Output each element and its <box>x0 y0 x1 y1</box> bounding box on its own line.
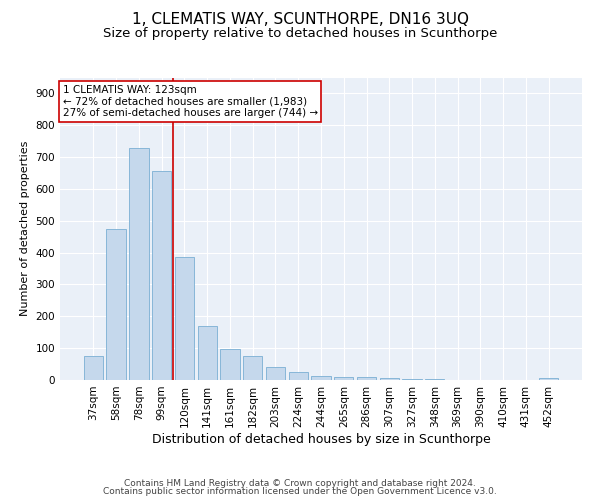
Bar <box>539 378 558 380</box>
Bar <box>243 356 262 380</box>
Bar <box>357 378 376 380</box>
Bar <box>152 172 172 380</box>
Bar <box>266 366 285 380</box>
Bar <box>84 356 103 380</box>
Bar <box>129 148 149 380</box>
Bar <box>403 378 422 380</box>
Text: Size of property relative to detached houses in Scunthorpe: Size of property relative to detached ho… <box>103 28 497 40</box>
Bar <box>289 372 308 380</box>
Text: 1 CLEMATIS WAY: 123sqm
← 72% of detached houses are smaller (1,983)
27% of semi-: 1 CLEMATIS WAY: 123sqm ← 72% of detached… <box>62 85 318 118</box>
Bar <box>334 377 353 380</box>
Text: Contains public sector information licensed under the Open Government Licence v3: Contains public sector information licen… <box>103 487 497 496</box>
Bar <box>220 349 239 380</box>
Bar <box>197 326 217 380</box>
Y-axis label: Number of detached properties: Number of detached properties <box>20 141 30 316</box>
X-axis label: Distribution of detached houses by size in Scunthorpe: Distribution of detached houses by size … <box>152 432 490 446</box>
Bar <box>311 376 331 380</box>
Text: 1, CLEMATIS WAY, SCUNTHORPE, DN16 3UQ: 1, CLEMATIS WAY, SCUNTHORPE, DN16 3UQ <box>131 12 469 28</box>
Bar <box>380 378 399 380</box>
Text: Contains HM Land Registry data © Crown copyright and database right 2024.: Contains HM Land Registry data © Crown c… <box>124 478 476 488</box>
Bar <box>106 229 126 380</box>
Bar <box>175 258 194 380</box>
